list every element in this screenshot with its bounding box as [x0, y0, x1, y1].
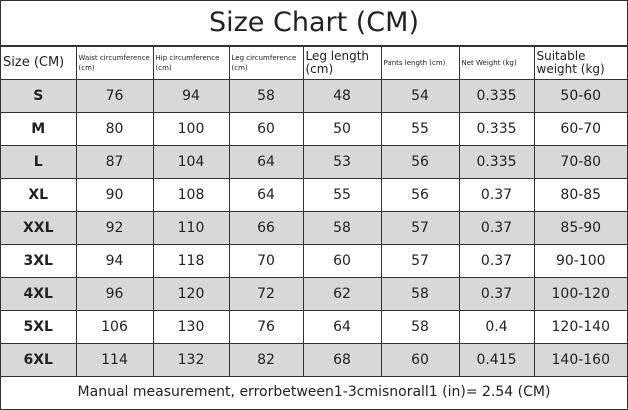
value-cell: 76 [75, 79, 154, 113]
size-cell: S [1, 79, 77, 113]
value-cell: 60 [302, 244, 382, 278]
value-cell: 58 [228, 79, 304, 113]
size-cell: M [1, 112, 77, 146]
value-cell: 0.4 [458, 310, 535, 344]
value-cell: 108 [152, 178, 230, 212]
value-cell: 64 [228, 178, 304, 212]
value-cell: 85-90 [533, 211, 627, 245]
value-cell: 96 [75, 277, 154, 311]
value-cell: 60-70 [533, 112, 627, 146]
table-row: 4XL 96 120 72 62 58 0.37 100-120 [1, 277, 627, 311]
value-cell: 56 [380, 178, 460, 212]
size-cell: 4XL [1, 277, 77, 311]
column-header: Hip circumference (cm) [152, 46, 230, 80]
value-cell: 57 [380, 244, 460, 278]
table-row: L 87 104 64 53 56 0.335 70-80 [1, 145, 627, 179]
value-cell: 66 [228, 211, 304, 245]
value-cell: 55 [380, 112, 460, 146]
table-row: 6XL 114 132 82 68 60 0.415 140-160 [1, 343, 627, 377]
value-cell: 104 [152, 145, 230, 179]
size-cell: 3XL [1, 244, 77, 278]
value-cell: 87 [75, 145, 154, 179]
table-row: 3XL 94 118 70 60 57 0.37 90-100 [1, 244, 627, 278]
value-cell: 64 [302, 310, 382, 344]
table-row: XL 90 108 64 55 56 0.37 80-85 [1, 178, 627, 212]
size-cell: XL [1, 178, 77, 212]
value-cell: 114 [75, 343, 154, 377]
value-cell: 0.335 [458, 112, 535, 146]
value-cell: 132 [152, 343, 230, 377]
value-cell: 57 [380, 211, 460, 245]
value-cell: 58 [380, 277, 460, 311]
value-cell: 60 [228, 112, 304, 146]
value-cell: 48 [302, 79, 382, 113]
table-row: XXL 92 110 66 58 57 0.37 85-90 [1, 211, 627, 245]
value-cell: 140-160 [533, 343, 627, 377]
value-cell: 0.335 [458, 145, 535, 179]
value-cell: 50-60 [533, 79, 627, 113]
header-row: Size (CM) Waist circumference (cm) Hip cir… [1, 46, 627, 80]
value-cell: 76 [228, 310, 304, 344]
value-cell: 53 [302, 145, 382, 179]
value-cell: 70-80 [533, 145, 627, 179]
column-header: Leg length (cm) [302, 46, 382, 80]
column-header: Waist circumference (cm) [75, 46, 154, 80]
value-cell: 130 [152, 310, 230, 344]
value-cell: 72 [228, 277, 304, 311]
value-cell: 106 [75, 310, 154, 344]
column-header: Leg circumference (cm) [228, 46, 304, 80]
value-cell: 100 [152, 112, 230, 146]
footer-note: Manual measurement, errorbetween1-3cmisn… [77, 384, 551, 400]
value-cell: 62 [302, 277, 382, 311]
value-cell: 55 [302, 178, 382, 212]
value-cell: 82 [228, 343, 304, 377]
value-cell: 58 [302, 211, 382, 245]
value-cell: 90 [75, 178, 154, 212]
size-cell: 6XL [1, 343, 77, 377]
value-cell: 80 [75, 112, 154, 146]
value-cell: 0.37 [458, 277, 535, 311]
value-cell: 90-100 [533, 244, 627, 278]
value-cell: 92 [75, 211, 154, 245]
value-cell: 0.415 [458, 343, 535, 377]
value-cell: 120-140 [533, 310, 627, 344]
value-cell: 58 [380, 310, 460, 344]
value-cell: 68 [302, 343, 382, 377]
value-cell: 0.37 [458, 211, 535, 245]
value-cell: 120 [152, 277, 230, 311]
column-header: Pants length (cm) [380, 46, 460, 80]
value-cell: 56 [380, 145, 460, 179]
size-table: Size (CM) Waist circumference (cm) Hip cir… [1, 46, 627, 377]
value-cell: 64 [228, 145, 304, 179]
value-cell: 70 [228, 244, 304, 278]
table-row: S 76 94 58 48 54 0.335 50-60 [1, 79, 627, 113]
value-cell: 80-85 [533, 178, 627, 212]
value-cell: 54 [380, 79, 460, 113]
table-row: M 80 100 60 50 55 0.335 60-70 [1, 112, 627, 146]
column-header: Suitable weight (kg) [533, 46, 627, 80]
size-cell: 5XL [1, 310, 77, 344]
value-cell: 50 [302, 112, 382, 146]
size-cell: XXL [1, 211, 77, 245]
value-cell: 0.335 [458, 79, 535, 113]
title: Size Chart (CM) [1, 1, 627, 46]
size-cell: L [1, 145, 77, 179]
value-cell: 110 [152, 211, 230, 245]
value-cell: 0.37 [458, 178, 535, 212]
value-cell: 60 [380, 343, 460, 377]
value-cell: 94 [152, 79, 230, 113]
value-cell: 94 [75, 244, 154, 278]
column-header: Size (CM) [1, 46, 77, 80]
column-header: Net Weight (kg) [458, 46, 535, 80]
value-cell: 100-120 [533, 277, 627, 311]
value-cell: 118 [152, 244, 230, 278]
value-cell: 0.37 [458, 244, 535, 278]
table-row: 5XL 106 130 76 64 58 0.4 120-140 [1, 310, 627, 344]
